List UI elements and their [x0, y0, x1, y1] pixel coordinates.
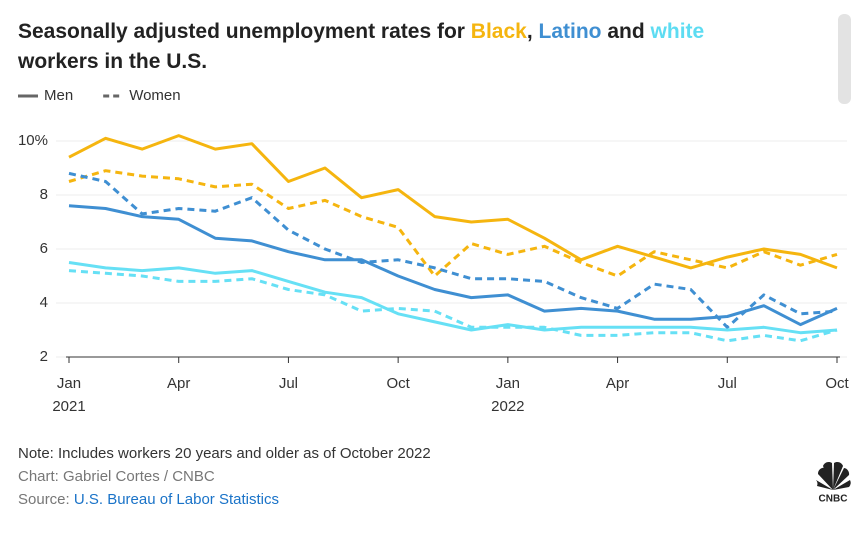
x-tick-year: 2021 — [52, 398, 85, 415]
source-prefix: Source: — [18, 491, 74, 508]
chart-title: workers in the U.S. — [17, 50, 207, 73]
x-tick-label: Apr — [167, 375, 190, 392]
source-link[interactable]: U.S. Bureau of Labor Statistics — [74, 491, 279, 508]
logo-text: CNBC — [819, 494, 848, 505]
x-tick-label: Jan — [57, 375, 81, 392]
note: Note: Includes workers 20 years and olde… — [18, 445, 431, 462]
title-part: , — [527, 20, 539, 43]
x-tick-label: Oct — [825, 375, 849, 392]
x-tick-year: 2022 — [491, 398, 524, 415]
series-line — [68, 269, 838, 343]
cnbc-logo: CNBC — [816, 461, 851, 505]
chart-title: Seasonally adjusted unemployment rates f… — [18, 20, 704, 43]
y-tick-label: 8 — [40, 186, 48, 203]
series-line — [68, 171, 838, 329]
scrollbar[interactable] — [838, 14, 851, 104]
credit: Chart: Gabriel Cortes / CNBC — [18, 468, 215, 485]
series-line — [68, 261, 838, 335]
x-tick-label: Apr — [606, 375, 629, 392]
legend-label: Men — [44, 87, 73, 104]
x-tick-label: Jul — [718, 375, 737, 392]
series-line — [68, 169, 838, 278]
y-tick-label: 4 — [40, 294, 48, 311]
y-tick-label: 6 — [40, 240, 48, 257]
x-tick-label: Jul — [279, 375, 298, 392]
y-tick-label: 10% — [18, 132, 48, 149]
title-part: Black — [471, 20, 527, 43]
legend-label: Women — [129, 87, 180, 104]
x-tick-label: Jan — [496, 375, 520, 392]
y-tick-label: 2 — [40, 348, 48, 365]
title-part: Latino — [539, 20, 602, 43]
title-part: and — [602, 20, 651, 43]
series-line — [68, 134, 838, 270]
source: Source: U.S. Bureau of Labor Statistics — [18, 491, 279, 508]
title-part: Seasonally adjusted unemployment rates f… — [18, 20, 471, 43]
series-line — [68, 204, 838, 327]
title-part: workers in the U.S. — [17, 50, 207, 73]
x-tick-label: Oct — [386, 375, 410, 392]
title-part: white — [650, 20, 705, 43]
